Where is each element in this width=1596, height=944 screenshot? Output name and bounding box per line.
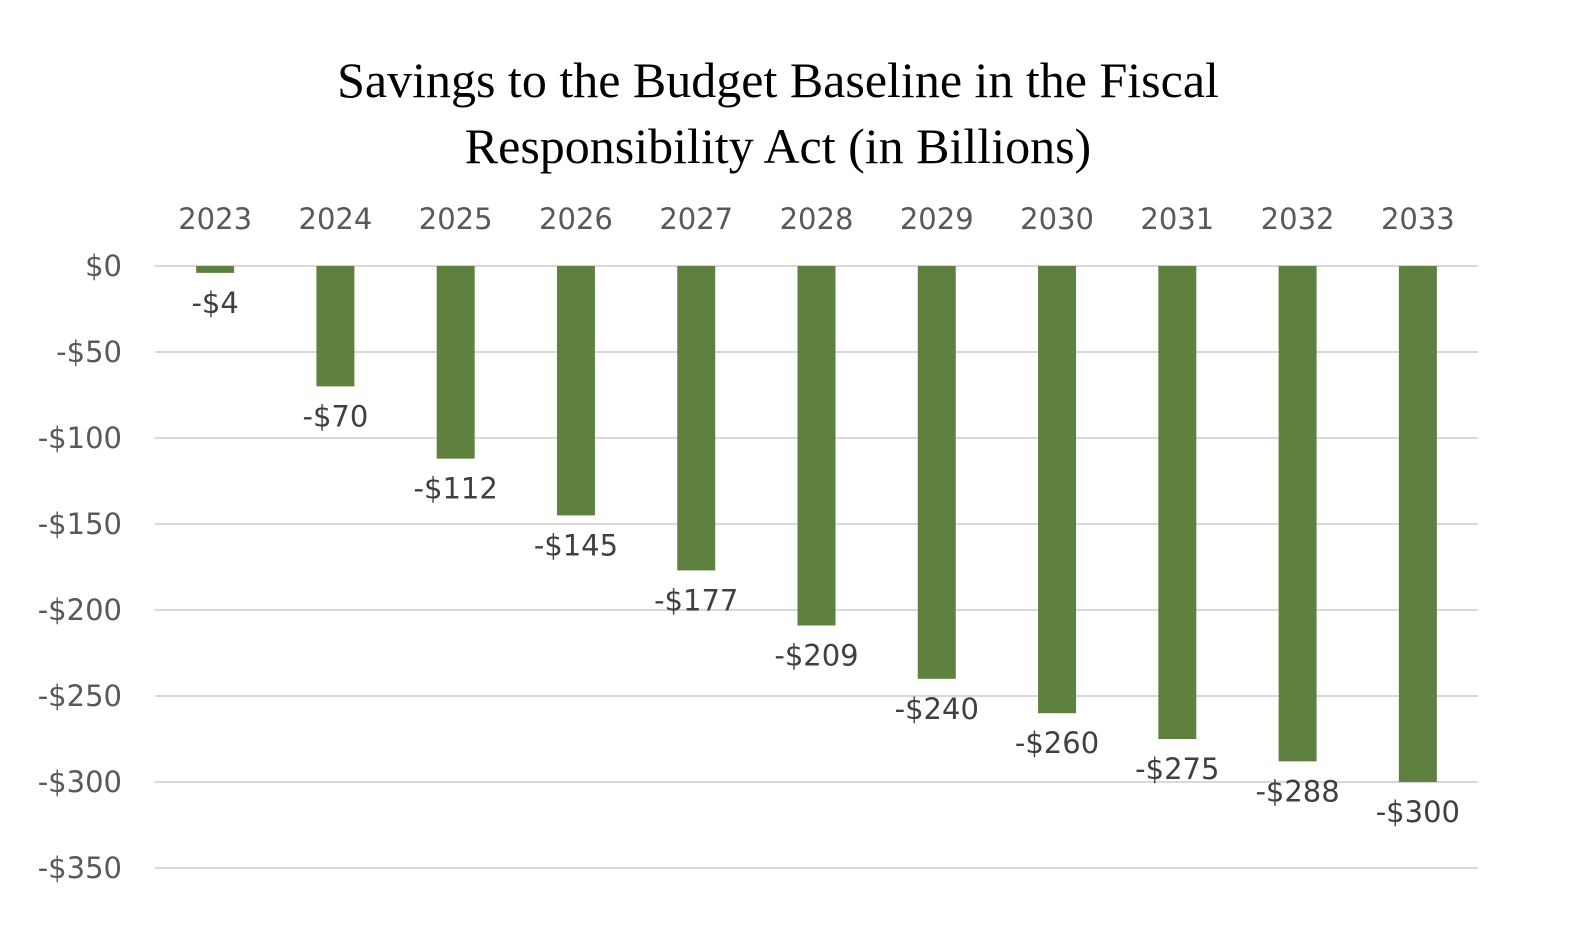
x-tick-label: 2025 <box>419 202 493 236</box>
x-tick-label: 2028 <box>780 202 854 236</box>
data-label-2032: -$288 <box>1255 774 1339 808</box>
y-tick-label: -$200 <box>38 593 122 627</box>
x-tick-label: 2027 <box>659 202 733 236</box>
data-label-2025: -$112 <box>414 472 498 506</box>
x-tick-label: 2024 <box>299 202 373 236</box>
data-label-2027: -$177 <box>654 583 738 617</box>
y-tick-label: -$100 <box>38 421 122 455</box>
x-axis-ticks: 2023 2024 2025 2026 2027 2028 2029 2030 2031 2032… <box>178 202 1455 236</box>
x-tick-label: 2029 <box>900 202 974 236</box>
y-tick-label: -$350 <box>38 851 122 885</box>
data-label-2026: -$145 <box>534 528 618 562</box>
x-tick-label: 2023 <box>178 202 252 236</box>
x-tick-label: 2032 <box>1261 202 1335 236</box>
bars <box>196 266 1437 782</box>
data-label-2024: -$70 <box>302 399 368 433</box>
bar-2024 <box>316 266 355 387</box>
data-label-2033: -$300 <box>1376 795 1460 829</box>
data-label-2028: -$209 <box>774 638 858 672</box>
y-tick-label: -$250 <box>38 679 122 713</box>
data-labels: -$4 -$70 -$112 -$145 -$177 -$209 -$240 -$260 -$2… <box>191 286 1460 829</box>
y-axis-ticks: $0 -$50 -$100 -$150 -$200 -$250 -$300 -$350 <box>38 249 122 885</box>
bar-2026 <box>556 266 595 516</box>
bar-2029 <box>917 266 956 679</box>
data-label-2023: -$4 <box>191 286 238 320</box>
data-label-2029: -$240 <box>895 692 979 726</box>
bar-2033 <box>1398 266 1437 782</box>
x-tick-label: 2031 <box>1140 202 1214 236</box>
chart-title-line-1: Savings to the Budget Baseline in the Fi… <box>337 52 1219 108</box>
y-tick-label: -$50 <box>56 335 122 369</box>
y-tick-label: -$150 <box>38 507 122 541</box>
bar-2032 <box>1278 266 1317 762</box>
bar-2025 <box>436 266 475 459</box>
x-tick-label: 2026 <box>539 202 613 236</box>
bar-2027 <box>677 266 716 571</box>
chart-title-line-2: Responsibility Act (in Billions) <box>464 118 1092 174</box>
x-tick-label: 2033 <box>1381 202 1455 236</box>
y-tick-label: $0 <box>85 249 122 283</box>
data-label-2030: -$260 <box>1015 726 1099 760</box>
bar-2028 <box>797 266 836 626</box>
bar-2031 <box>1158 266 1197 739</box>
data-label-2031: -$275 <box>1135 752 1219 786</box>
y-tick-label: -$300 <box>38 765 122 799</box>
bar-2023 <box>196 266 235 273</box>
x-tick-label: 2030 <box>1020 202 1094 236</box>
bar-2030 <box>1038 266 1077 714</box>
